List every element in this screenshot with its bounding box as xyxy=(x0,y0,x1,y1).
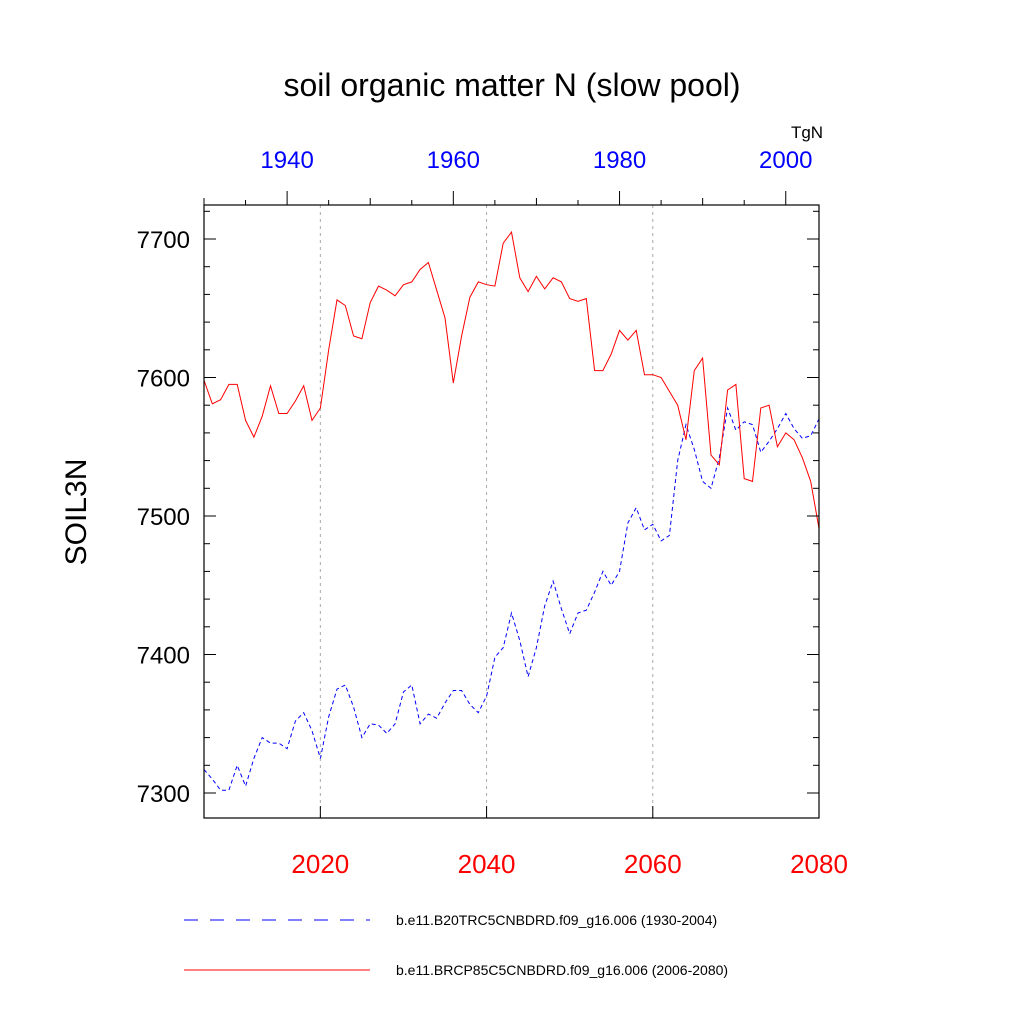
series-line-1 xyxy=(203,230,820,529)
plot-frame xyxy=(203,204,820,819)
series-line-0 xyxy=(203,406,820,791)
grid-layer xyxy=(319,205,654,818)
y-tick-label-7300: 7300 xyxy=(137,781,190,808)
top-tick-label-1980: 1980 xyxy=(593,147,646,174)
y-axis-label: SOIL3N xyxy=(60,459,93,566)
series-layer xyxy=(203,230,820,791)
y-tick-label-7500: 7500 xyxy=(137,504,190,531)
top-tick-label-1940: 1940 xyxy=(260,147,313,174)
top-tick-label-2000: 2000 xyxy=(759,147,812,174)
y-tick-label-7600: 7600 xyxy=(137,366,190,393)
bottom-tick-label-2060: 2060 xyxy=(624,849,682,879)
legend: b.e11.B20TRC5CNBDRD.f09_g16.006 (1930-20… xyxy=(184,912,728,978)
y-tick-label-7700: 7700 xyxy=(137,227,190,254)
bottom-tick-label-2080: 2080 xyxy=(790,849,848,879)
bottom-tick-label-2040: 2040 xyxy=(458,849,516,879)
chart-title: soil organic matter N (slow pool) xyxy=(283,67,740,103)
top-tick-label-1960: 1960 xyxy=(427,147,480,174)
ticks-layer: 7300 7400 7500 7600 7700 1940 1960 1980 2000 2020… xyxy=(137,147,848,879)
units-label: TgN xyxy=(791,123,823,142)
y-tick-label-7400: 7400 xyxy=(137,643,190,670)
legend-label-rcp85: b.e11.BRCP85C5CNBDRD.f09_g16.006 (2006-2… xyxy=(396,962,728,978)
legend-label-historical: b.e11.B20TRC5CNBDRD.f09_g16.006 (1930-20… xyxy=(396,912,717,928)
bottom-tick-label-2020: 2020 xyxy=(291,849,349,879)
